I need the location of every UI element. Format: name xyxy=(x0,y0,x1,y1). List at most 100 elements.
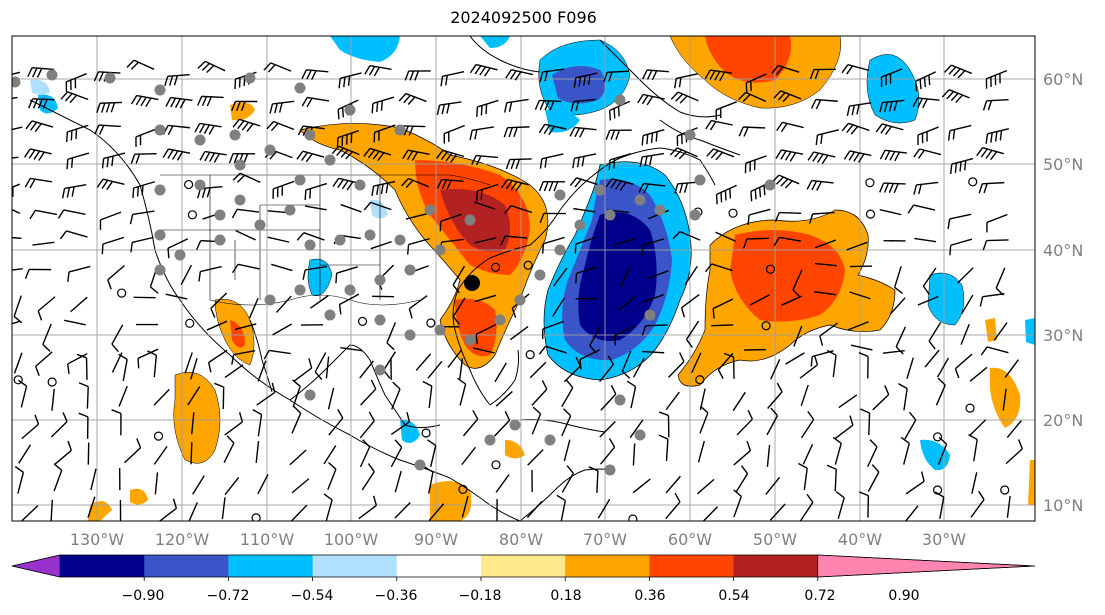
wind-barb xyxy=(328,409,344,436)
wind-barb xyxy=(390,439,403,468)
wind-barb xyxy=(50,412,68,438)
wind-barb xyxy=(573,72,598,88)
wind-barb xyxy=(733,489,742,518)
wind-barb xyxy=(632,443,636,466)
wind-barb xyxy=(847,321,869,331)
colorbar-segment xyxy=(144,555,229,577)
station-dot xyxy=(154,229,166,241)
wind-barb xyxy=(579,349,601,370)
wind-barb xyxy=(642,69,669,81)
lon-label: 130°W xyxy=(70,530,125,549)
wind-barb xyxy=(1005,439,1023,465)
colorbar-extend-min xyxy=(11,554,61,578)
wind-barb xyxy=(702,506,719,521)
wind-barb xyxy=(440,71,465,87)
wind-barb xyxy=(904,411,917,440)
wind-barb xyxy=(976,147,1004,161)
calm-wind-circle xyxy=(13,375,23,385)
wind-barb xyxy=(135,128,157,147)
station-dot xyxy=(284,204,296,216)
calm-wind-circle xyxy=(184,179,194,190)
wind-barb xyxy=(25,120,54,133)
station-dot xyxy=(464,334,476,346)
station-dot xyxy=(394,124,406,136)
wind-barb xyxy=(834,415,854,440)
wind-barb xyxy=(665,492,681,520)
wind-barb xyxy=(443,124,465,144)
calm-wind-circle xyxy=(47,377,57,387)
colorbar-tick-label: −0.54 xyxy=(291,588,334,604)
wind-barb xyxy=(917,126,939,145)
wind-barb xyxy=(234,323,257,331)
wind-barb xyxy=(985,128,1010,144)
wind-barb xyxy=(588,466,599,493)
wind-barb xyxy=(978,181,1005,194)
wind-barb xyxy=(771,64,800,76)
wind-barb xyxy=(712,298,734,319)
wind-barb xyxy=(340,346,363,352)
wind-barb xyxy=(255,441,260,464)
wind-barb xyxy=(905,471,925,495)
map-area xyxy=(12,36,1035,521)
wind-barb xyxy=(867,439,878,468)
lat-label: 10°N xyxy=(1043,496,1083,515)
station-dot xyxy=(374,274,386,286)
wind-barb xyxy=(539,153,564,169)
station-dot xyxy=(234,194,246,206)
wind-barb xyxy=(970,490,985,518)
wind-barb xyxy=(672,231,701,241)
station-dot xyxy=(174,249,186,261)
wind-barb xyxy=(256,382,276,406)
wind-barb xyxy=(944,64,972,79)
wind-barb xyxy=(605,178,634,191)
wind-barb xyxy=(767,382,783,409)
wind-barb xyxy=(904,505,919,521)
wind-barb xyxy=(747,208,771,226)
lat-label: 30°N xyxy=(1043,326,1083,345)
colorbar-segment xyxy=(565,555,650,577)
wind-barb xyxy=(553,267,568,287)
wind-barb xyxy=(563,439,571,462)
calm-wind-circle xyxy=(968,177,978,187)
station-dot xyxy=(104,72,116,84)
wind-barb xyxy=(665,391,680,411)
wind-barb xyxy=(500,235,528,246)
wind-barb xyxy=(13,352,23,374)
wind-barb xyxy=(969,419,987,436)
wind-barb xyxy=(292,379,301,408)
wind-barb xyxy=(879,99,905,113)
wind-barb xyxy=(960,323,970,345)
station-dot xyxy=(554,189,566,201)
wind-barb xyxy=(800,410,815,439)
wind-barb xyxy=(704,263,733,273)
wind-barb xyxy=(301,69,329,80)
wind-barb xyxy=(124,438,142,464)
wind-barb xyxy=(538,123,567,136)
wind-barb xyxy=(1006,420,1022,439)
colorbar-tick-label: 0.36 xyxy=(634,588,665,604)
wind-barb xyxy=(360,379,377,406)
wind-barb xyxy=(745,73,767,93)
wind-barb xyxy=(957,267,974,284)
wind-barb xyxy=(427,360,443,379)
wind-barb xyxy=(781,295,802,306)
wind-barb xyxy=(849,265,873,268)
wind-barb xyxy=(301,96,330,108)
wind-barb xyxy=(641,324,668,336)
wind-barb xyxy=(738,91,767,102)
wind-barb xyxy=(310,294,329,309)
wind-barb xyxy=(263,62,292,73)
lon-label: 50°W xyxy=(753,530,797,549)
wind-barb xyxy=(898,383,908,411)
station-dot xyxy=(304,389,316,401)
wind-barb xyxy=(206,320,228,331)
wind-barb xyxy=(130,94,159,108)
wind-barb xyxy=(913,181,939,195)
wind-barb xyxy=(493,411,511,437)
wind-barb xyxy=(735,465,749,493)
lon-label: 100°W xyxy=(324,530,379,549)
colorbar-segment xyxy=(228,555,314,577)
wind-barb xyxy=(197,95,224,107)
wind-barb xyxy=(773,90,802,103)
